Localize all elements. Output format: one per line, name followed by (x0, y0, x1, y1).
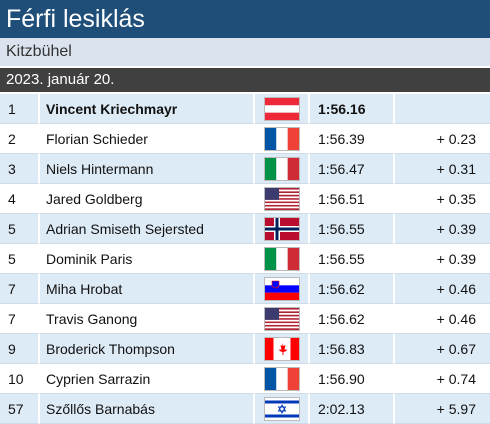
flag (263, 216, 300, 241)
flag-cell (255, 304, 310, 334)
time: 1:56.83 (310, 334, 395, 364)
skier-name: Adrian Smiseth Sejersted (40, 214, 255, 244)
flag-cell (255, 274, 310, 304)
flag-cell (255, 184, 310, 214)
result-row: 5 Adrian Smiseth Sejersted 1:56.55 + 0.39 (0, 214, 490, 244)
rank: 9 (0, 334, 40, 364)
gap: + 0.74 (395, 364, 490, 394)
rank: 7 (0, 304, 40, 334)
rank: 1 (0, 94, 40, 124)
skier-name: Cyprien Sarrazin (40, 364, 255, 394)
gap-empty (395, 94, 490, 124)
gap: + 0.67 (395, 334, 490, 364)
gap: + 5.97 (395, 394, 490, 424)
skier-name: Travis Ganong (40, 304, 255, 334)
result-row: 7 Miha Hrobat 1:56.62 + 0.46 (0, 274, 490, 304)
time: 1:56.90 (310, 364, 395, 394)
flag-cell (255, 394, 310, 424)
flag (263, 126, 300, 151)
results-table: 1 Vincent Kriechmayr 1:56.16 2 Florian Schie… (0, 94, 490, 424)
flag (263, 336, 300, 361)
gap: + 0.39 (395, 214, 490, 244)
time: 1:56.47 (310, 154, 395, 184)
time: 1:56.16 (310, 94, 395, 124)
skier-name: Vincent Kriechmayr (40, 94, 255, 124)
rank: 57 (0, 394, 40, 424)
time: 1:56.55 (310, 214, 395, 244)
gap: + 0.31 (395, 154, 490, 184)
flag-cell (255, 124, 310, 154)
title: Férfi lesiklás (0, 0, 490, 38)
time: 1:56.51 (310, 184, 395, 214)
result-row: 7 Travis Ganong 1:56.62 + 0.46 (0, 304, 490, 334)
time: 1:56.62 (310, 304, 395, 334)
rank: 5 (0, 244, 40, 274)
skier-name: Jared Goldberg (40, 184, 255, 214)
time: 1:56.39 (310, 124, 395, 154)
flag (263, 396, 300, 421)
rank: 10 (0, 364, 40, 394)
time: 2:02.13 (310, 394, 395, 424)
skier-name: Florian Schieder (40, 124, 255, 154)
flag-cell (255, 244, 310, 274)
result-row: 10 Cyprien Sarrazin 1:56.90 + 0.74 (0, 364, 490, 394)
flag (263, 246, 300, 271)
skier-name: Szőllős Barnabás (40, 394, 255, 424)
result-row: 3 Niels Hintermann 1:56.47 + 0.31 (0, 154, 490, 184)
rank: 3 (0, 154, 40, 184)
result-row: 2 Florian Schieder 1:56.39 + 0.23 (0, 124, 490, 154)
flag (263, 96, 300, 121)
result-row: 4 Jared Goldberg 1:56.51 + 0.35 (0, 184, 490, 214)
result-row: 57 Szőllős Barnabás 2:02.13 + 5.97 (0, 394, 490, 424)
gap: + 0.46 (395, 304, 490, 334)
flag (263, 276, 300, 301)
rank: 2 (0, 124, 40, 154)
gap: + 0.39 (395, 244, 490, 274)
flag-cell (255, 154, 310, 184)
rank: 4 (0, 184, 40, 214)
rank: 7 (0, 274, 40, 304)
flag-cell (255, 94, 310, 124)
time: 1:56.55 (310, 244, 395, 274)
skier-name: Miha Hrobat (40, 274, 255, 304)
flag (263, 306, 300, 331)
gap: + 0.46 (395, 274, 490, 304)
gap: + 0.23 (395, 124, 490, 154)
result-row: 9 Broderick Thompson 1:56.83 + 0.67 (0, 334, 490, 364)
flag (263, 366, 300, 391)
result-row: 5 Dominik Paris 1:56.55 + 0.39 (0, 244, 490, 274)
time: 1:56.62 (310, 274, 395, 304)
flag (263, 186, 300, 211)
date: 2023. január 20. (0, 68, 490, 94)
flag-cell (255, 214, 310, 244)
result-row: 1 Vincent Kriechmayr 1:56.16 (0, 94, 490, 124)
skier-name: Broderick Thompson (40, 334, 255, 364)
flag (263, 156, 300, 181)
location: Kitzbühel (0, 38, 490, 68)
flag-cell (255, 364, 310, 394)
skier-name: Niels Hintermann (40, 154, 255, 184)
flag-cell (255, 334, 310, 364)
rank: 5 (0, 214, 40, 244)
gap: + 0.35 (395, 184, 490, 214)
skier-name: Dominik Paris (40, 244, 255, 274)
